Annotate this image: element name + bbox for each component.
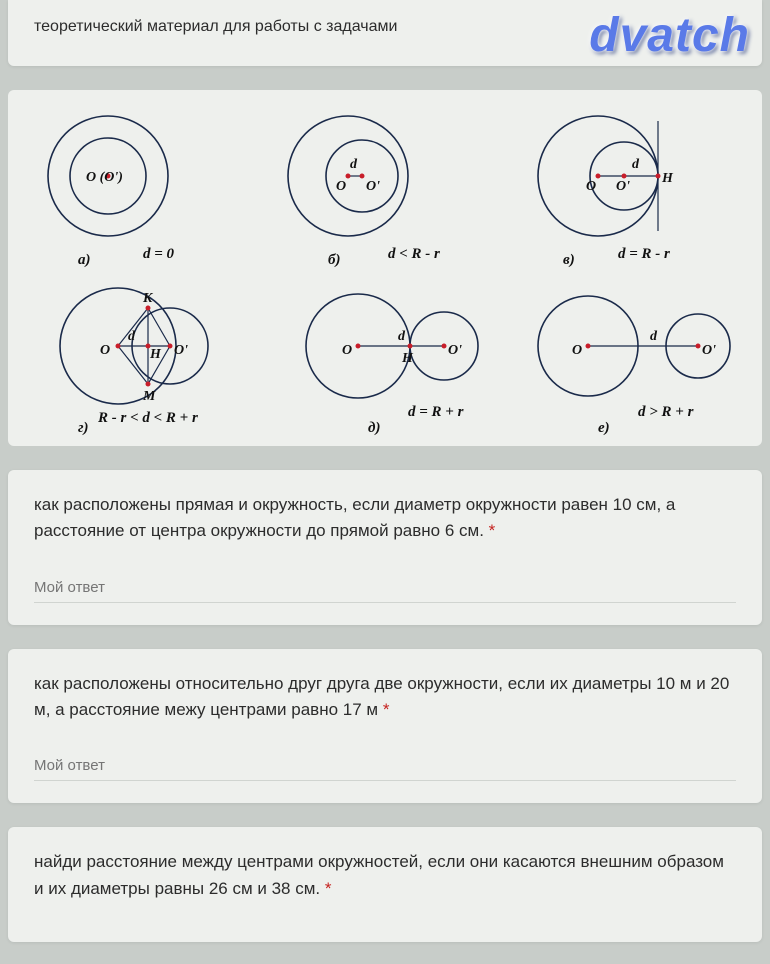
svg-text:O': O' — [366, 179, 380, 194]
svg-text:е): е) — [598, 420, 610, 436]
question-text-1: как расположены прямая и окружность, есл… — [34, 492, 736, 545]
svg-text:K: K — [142, 291, 154, 306]
svg-text:d: d — [650, 329, 658, 344]
svg-text:O': O' — [616, 179, 630, 194]
question-card-3: найди расстояние между центрами окружнос… — [8, 827, 762, 942]
svg-text:б): б) — [328, 252, 340, 268]
svg-text:d = R - r: d = R - r — [618, 246, 670, 262]
svg-text:O: O — [572, 343, 582, 358]
svg-text:d: d — [128, 329, 136, 344]
svg-text:O: O — [586, 179, 596, 194]
diagram-card: .st { fill:none; stroke:#1a2a4a; stroke-… — [8, 90, 762, 446]
svg-text:в): в) — [563, 252, 575, 268]
question-2-body: как расположены относительно друг друга … — [34, 674, 729, 719]
question-card-2: как расположены относительно друг друга … — [8, 649, 762, 804]
svg-text:O': O' — [448, 343, 462, 358]
svg-text:H: H — [661, 171, 674, 186]
svg-text:O (O'): O (O') — [86, 170, 123, 185]
svg-text:а): а) — [78, 252, 91, 268]
svg-text:d = R + r: d = R + r — [408, 404, 464, 420]
question-text-3: найди расстояние между центрами окружнос… — [34, 849, 736, 902]
answer-input-2[interactable] — [34, 757, 736, 781]
svg-text:д): д) — [368, 420, 380, 436]
svg-text:R - r < d < R + r: R - r < d < R + r — [97, 410, 198, 426]
required-mark-2: * — [383, 700, 390, 719]
circle-relations-figure: .st { fill:none; stroke:#1a2a4a; stroke-… — [8, 96, 762, 436]
question-1-body: как расположены прямая и окружность, есл… — [34, 495, 675, 540]
svg-text:d < R - r: d < R - r — [388, 246, 440, 262]
svg-text:d = 0: d = 0 — [143, 246, 175, 262]
answer-input-1[interactable] — [34, 579, 736, 603]
svg-text:d > R + r: d > R + r — [638, 404, 694, 420]
svg-text:M: M — [142, 389, 156, 404]
required-mark-1: * — [489, 521, 496, 540]
svg-text:г): г) — [78, 420, 89, 436]
question-text-2: как расположены относительно друг друга … — [34, 671, 736, 724]
svg-text:O: O — [342, 343, 352, 358]
svg-text:H: H — [401, 351, 414, 366]
svg-text:H: H — [149, 347, 162, 362]
svg-text:d: d — [350, 157, 358, 172]
svg-text:O: O — [100, 343, 110, 358]
svg-text:d: d — [398, 329, 406, 344]
svg-text:O': O' — [702, 343, 716, 358]
question-card-1: как расположены прямая и окружность, есл… — [8, 470, 762, 625]
watermark-text: dvatch — [589, 8, 750, 63]
svg-text:O': O' — [174, 343, 188, 358]
svg-text:d: d — [632, 157, 640, 172]
question-3-body: найди расстояние между центрами окружнос… — [34, 852, 724, 897]
svg-text:O: O — [336, 179, 346, 194]
required-mark-3: * — [325, 879, 332, 898]
